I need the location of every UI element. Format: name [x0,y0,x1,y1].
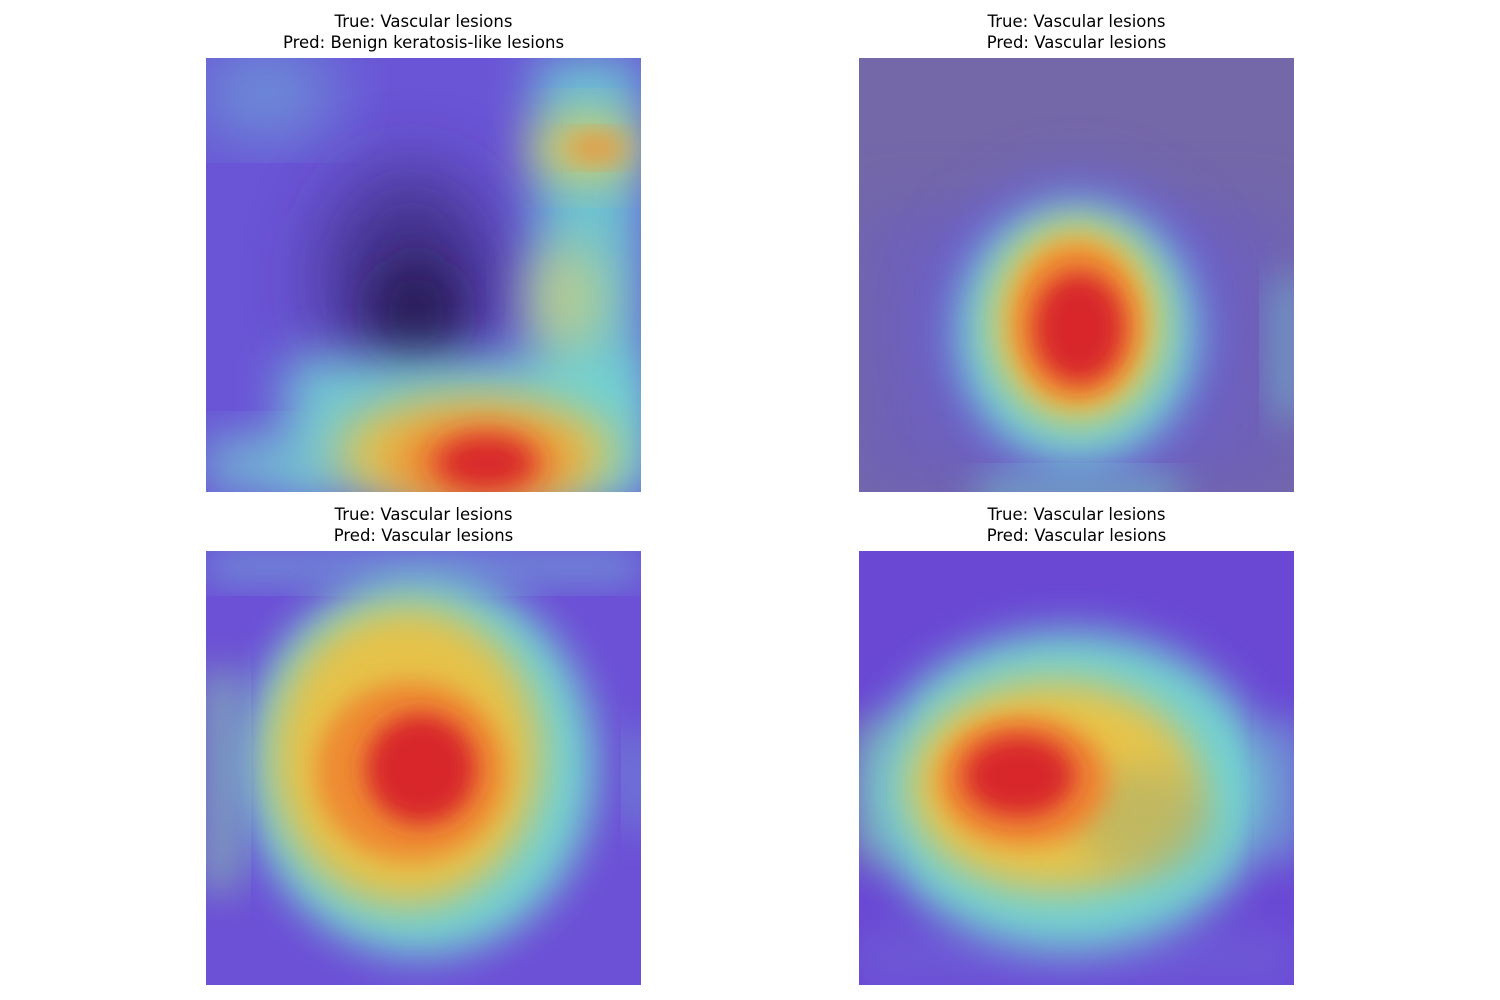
panel-title: True: Vascular lesions Pred: Vascular le… [859,12,1294,53]
pred-label: Pred: Vascular lesions [986,525,1167,545]
panel-title: True: Vascular lesions Pred: Vascular le… [859,505,1294,546]
heatmap-overlay [859,58,1294,492]
gradcam-heatmap-image [206,58,641,492]
pred-label: Pred: Benign keratosis-like lesions [282,32,565,52]
panel-title: True: Vascular lesions Pred: Vascular le… [206,505,641,546]
heatmap-overlay [859,551,1294,985]
panel-title: True: Vascular lesions Pred: Benign kera… [206,12,641,53]
true-label: True: Vascular lesions [987,505,1166,524]
true-label: True: Vascular lesions [334,12,513,31]
heatmap-overlay [206,58,641,492]
gradcam-heatmap-image [859,551,1294,985]
true-label: True: Vascular lesions [334,505,513,524]
gradcam-heatmap-image [859,58,1294,492]
pred-label: Pred: Vascular lesions [333,525,514,545]
pred-label: Pred: Vascular lesions [986,32,1167,52]
heatmap-overlay [206,551,641,985]
true-label: True: Vascular lesions [987,12,1166,31]
gradcam-heatmap-image [206,551,641,985]
